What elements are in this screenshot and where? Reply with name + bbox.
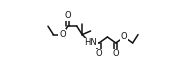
Text: O: O bbox=[65, 11, 71, 20]
Text: O: O bbox=[59, 30, 66, 39]
Text: O: O bbox=[112, 49, 119, 58]
Text: HN: HN bbox=[84, 39, 97, 48]
Text: O: O bbox=[121, 33, 127, 41]
Text: O: O bbox=[96, 49, 102, 58]
